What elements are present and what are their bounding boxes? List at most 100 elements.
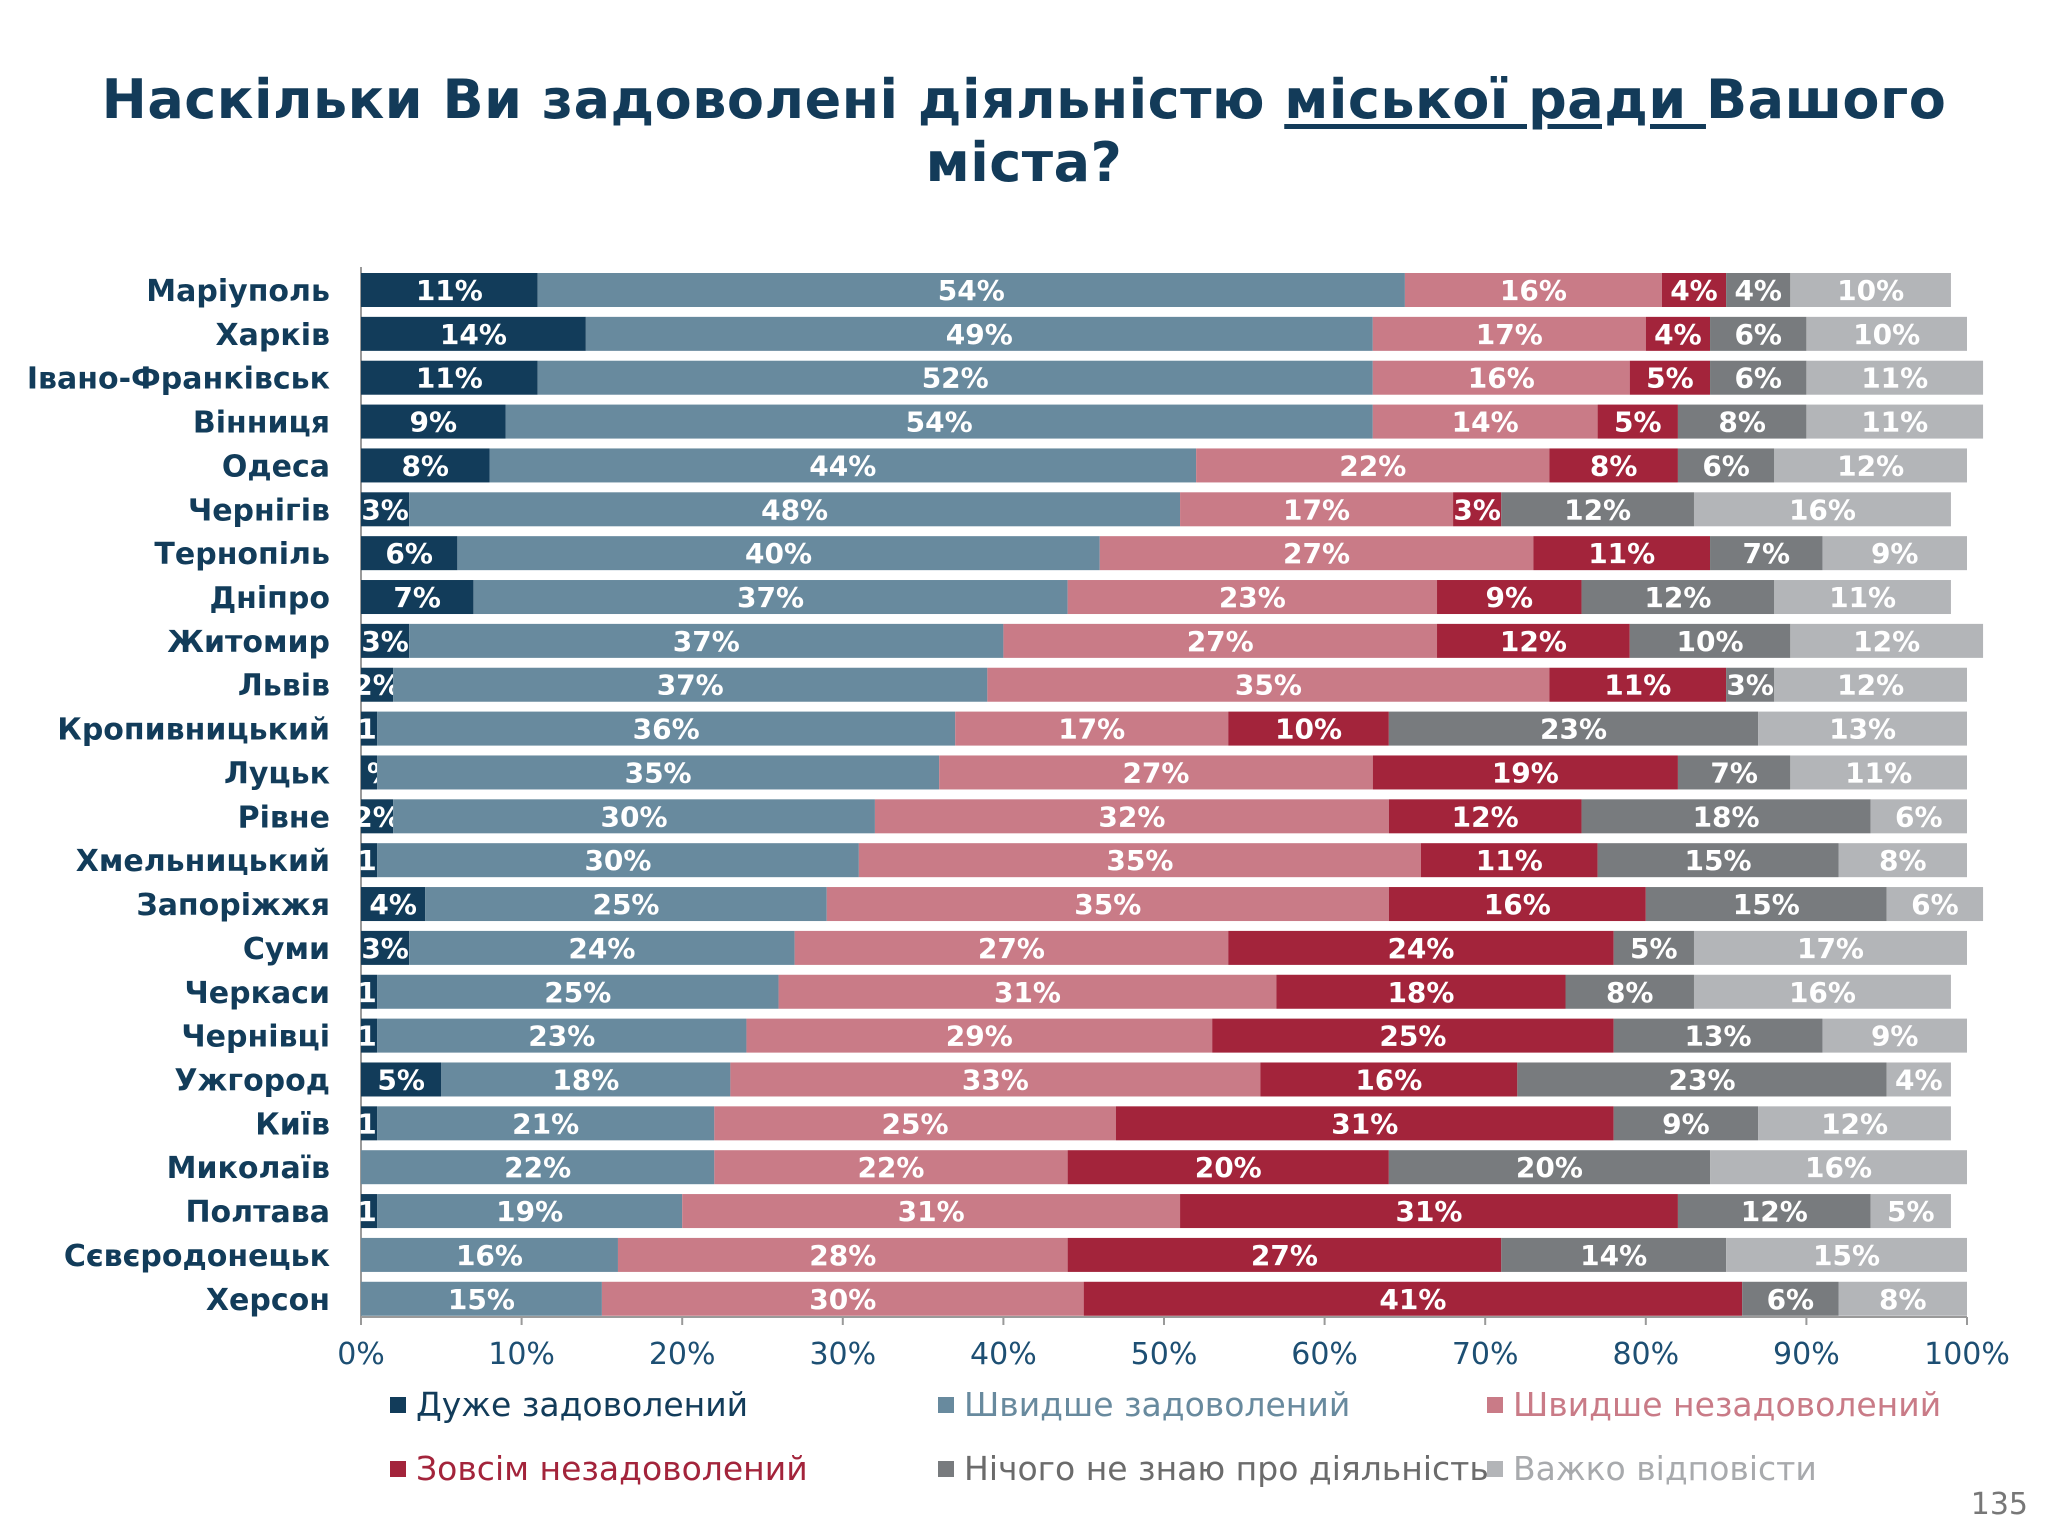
data-label: 27% [1283,537,1350,570]
bar-segment [778,974,1277,1009]
data-label: 31% [1395,1195,1462,1228]
bar-segment [1806,316,1967,351]
bar-segment [1565,974,1694,1009]
bar-segment [473,580,1068,615]
data-label: 16% [1789,976,1856,1009]
bar-segment [1260,1062,1518,1097]
bar-segment [361,360,538,395]
title-part-1: Наскільки Ви задоволені діяльністю [101,68,1285,131]
data-label: 12% [1452,800,1519,833]
bar-segment [1645,887,1887,922]
bar-segment [874,799,1389,834]
legend-label: Швидше задоволений [964,1385,1351,1424]
x-tick-label: 0% [337,1337,385,1372]
bar-segment [361,799,394,834]
bar-segment [1388,1150,1711,1185]
data-label: 17% [1476,318,1543,351]
bar-segment [377,1106,715,1141]
bar-segment [1886,887,1984,922]
bar-segment [1677,448,1775,483]
data-label: 5% [1630,932,1678,965]
data-label: 11% [1604,669,1671,702]
page-number: 135 [1970,1487,2028,1522]
category-label: Рівне [238,800,330,835]
bar-segment [1501,492,1694,527]
data-label: 6% [1767,1283,1815,1316]
bar-segment [1790,623,1984,658]
bar-segment [361,667,394,702]
category-label: Одеса [222,449,330,484]
data-label: 29% [946,1020,1013,1053]
legend-label: Швидше незадоволений [1513,1385,1942,1424]
data-label: 16% [1500,274,1567,307]
bar-segment [1790,273,1951,307]
data-label: 12% [1821,1107,1888,1140]
bar-segment [1726,1237,1967,1272]
data-label: 27% [1187,625,1254,658]
data-label: 14% [1452,406,1519,439]
legend-swatch [1487,1396,1503,1413]
bar-segment [1420,843,1598,878]
legend-swatch [1487,1460,1503,1477]
data-label: 16% [1468,362,1535,395]
data-label: 23% [528,1020,595,1053]
data-label: 6% [1895,800,1943,833]
data-label: 40% [745,537,812,570]
data-label: 25% [544,976,611,1009]
data-label: 5% [1646,362,1694,395]
bar-segment [1758,711,1967,746]
data-label: 17% [1797,932,1864,965]
bar-segment [361,1237,618,1272]
bar-segment [746,1018,1213,1053]
category-label: Полтава [185,1195,330,1230]
bar-segment [1870,799,1967,834]
data-label: 10% [1677,625,1744,658]
data-label: 6% [1911,888,1959,921]
bar-segment [1228,711,1389,746]
bar-segment [393,799,875,834]
data-label: 37% [737,581,804,614]
data-label: 10% [1837,274,1904,307]
data-label: 12% [1741,1195,1808,1228]
bar-segment [987,667,1550,702]
bar-segment [1501,1237,1727,1272]
data-label: 30% [809,1283,876,1316]
data-label: 18% [552,1063,619,1096]
data-label: 13% [1685,1020,1752,1053]
legend-label: Зовсім незадоволений [416,1449,808,1488]
data-label: 25% [1379,1020,1446,1053]
category-label: Черкаси [185,976,330,1011]
data-label: 6% [1702,449,1750,482]
data-label: 20% [1516,1151,1583,1184]
bar-segment [858,843,1421,878]
data-label: 14% [440,318,507,351]
category-label: Харків [216,318,330,353]
bar-segment [1067,580,1438,615]
data-label: 49% [946,318,1013,351]
data-label: 4% [1895,1063,1943,1096]
bar-segment [361,887,426,922]
data-label: 2% [353,669,401,702]
data-label: 3% [361,932,409,965]
bar-segment [393,667,988,702]
data-label: 24% [568,932,635,965]
bar-segment [457,536,1100,571]
data-label: 15% [1685,844,1752,877]
bar-segment [361,1150,715,1185]
bar-segment [377,1018,747,1053]
data-label: 11% [1861,406,1928,439]
legend-item: Швидше незадоволений [1487,1385,1941,1424]
bar-segment [1083,1281,1743,1316]
bar-segment [1774,667,1967,702]
bar-segment [730,1062,1261,1097]
data-label: 2% [353,800,401,833]
bar-segment [1388,711,1759,746]
category-label: Івано-Франківськ [27,362,330,397]
data-label: 9% [409,406,457,439]
legend-item: Важко відповісти [1487,1449,1817,1488]
bar-segment [537,360,1373,395]
data-label: 3% [361,493,409,526]
bar-segment [409,623,1004,658]
data-label: 23% [1668,1063,1735,1096]
data-label: 16% [1484,888,1551,921]
